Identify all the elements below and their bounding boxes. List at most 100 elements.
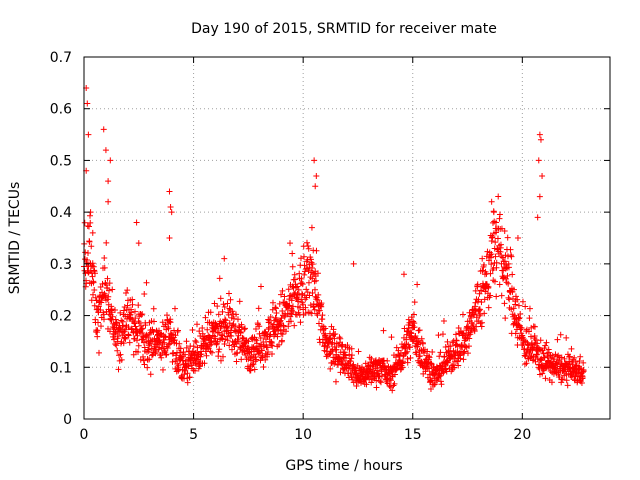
- data-point: [478, 299, 485, 306]
- data-point: [332, 330, 339, 337]
- data-point: [166, 235, 173, 241]
- data-point: [146, 356, 153, 363]
- data-point: [322, 325, 329, 332]
- data-point: [108, 303, 115, 310]
- data-point: [101, 254, 108, 261]
- data-point: [341, 349, 348, 356]
- data-point: [172, 332, 179, 339]
- data-point: [208, 349, 215, 356]
- y-tick-label: 0.1: [50, 360, 72, 376]
- data-point: [84, 222, 91, 229]
- data-point: [94, 319, 101, 326]
- data-point: [407, 329, 414, 336]
- data-point: [138, 326, 145, 333]
- data-point: [435, 332, 442, 339]
- data-point: [332, 378, 339, 385]
- data-point: [512, 293, 519, 300]
- data-point: [314, 270, 321, 277]
- data-point: [410, 311, 417, 318]
- data-point: [405, 316, 412, 323]
- data-point: [355, 348, 362, 355]
- data-point: [196, 328, 203, 335]
- data-point: [245, 338, 252, 345]
- data-point: [437, 349, 444, 356]
- data-point: [217, 324, 224, 331]
- data-point: [342, 355, 349, 362]
- data-point: [554, 353, 561, 360]
- data-point: [338, 361, 345, 368]
- data-point: [253, 356, 260, 363]
- data-point: [177, 345, 184, 352]
- data-point: [266, 317, 273, 324]
- data-point: [159, 366, 166, 373]
- data-point: [449, 339, 456, 346]
- data-point: [215, 348, 222, 355]
- data-point: [219, 353, 226, 360]
- data-point: [502, 275, 509, 282]
- data-point: [425, 353, 432, 360]
- data-point: [377, 379, 384, 386]
- data-point: [165, 325, 172, 332]
- data-point: [505, 280, 512, 287]
- x-tick-label: 10: [294, 427, 312, 443]
- data-point: [230, 315, 237, 322]
- data-point: [487, 270, 494, 277]
- data-point: [456, 352, 463, 359]
- data-point: [267, 313, 274, 320]
- data-point: [253, 340, 260, 347]
- data-point: [169, 358, 176, 365]
- data-point: [427, 378, 434, 385]
- data-point: [199, 324, 206, 331]
- data-point: [303, 239, 310, 246]
- data-point: [277, 291, 284, 298]
- data-point: [479, 255, 486, 262]
- data-point: [216, 336, 223, 343]
- data-point: [139, 353, 146, 360]
- y-tick-label: 0.5: [50, 153, 72, 169]
- data-point: [331, 335, 338, 342]
- data-point: [515, 302, 522, 309]
- x-tick-label: 0: [80, 427, 89, 443]
- data-point: [508, 306, 515, 313]
- data-point: [404, 359, 411, 366]
- data-point: [495, 193, 502, 200]
- data-point: [104, 275, 111, 282]
- data-point: [305, 279, 312, 286]
- data-point: [566, 353, 573, 360]
- data-point: [571, 354, 578, 361]
- data-point: [186, 374, 193, 381]
- data-point: [105, 198, 112, 205]
- data-point: [531, 323, 538, 330]
- data-point: [478, 287, 485, 294]
- data-point: [105, 293, 112, 300]
- data-point: [237, 330, 244, 337]
- data-point: [556, 357, 563, 364]
- data-point: [526, 305, 533, 312]
- data-point: [496, 211, 503, 218]
- data-point: [91, 270, 98, 277]
- data-point: [221, 340, 228, 347]
- data-point: [217, 357, 224, 364]
- data-point: [380, 327, 387, 334]
- data-point: [504, 272, 511, 279]
- data-point: [492, 253, 499, 260]
- data-point: [487, 292, 494, 299]
- data-point: [260, 338, 267, 345]
- data-point: [481, 310, 488, 317]
- data-point: [233, 358, 240, 365]
- data-point: [152, 348, 159, 355]
- data-point: [269, 299, 276, 306]
- data-point: [215, 311, 222, 318]
- data-point: [281, 293, 288, 300]
- data-point: [466, 309, 473, 316]
- data-point: [105, 178, 112, 185]
- data-point: [286, 302, 293, 309]
- data-point: [82, 249, 89, 256]
- data-point: [302, 304, 309, 311]
- data-point: [455, 325, 462, 332]
- data-point: [402, 349, 409, 356]
- data-point: [339, 357, 346, 364]
- data-point: [348, 355, 355, 362]
- data-point: [438, 381, 445, 388]
- data-point: [536, 346, 543, 353]
